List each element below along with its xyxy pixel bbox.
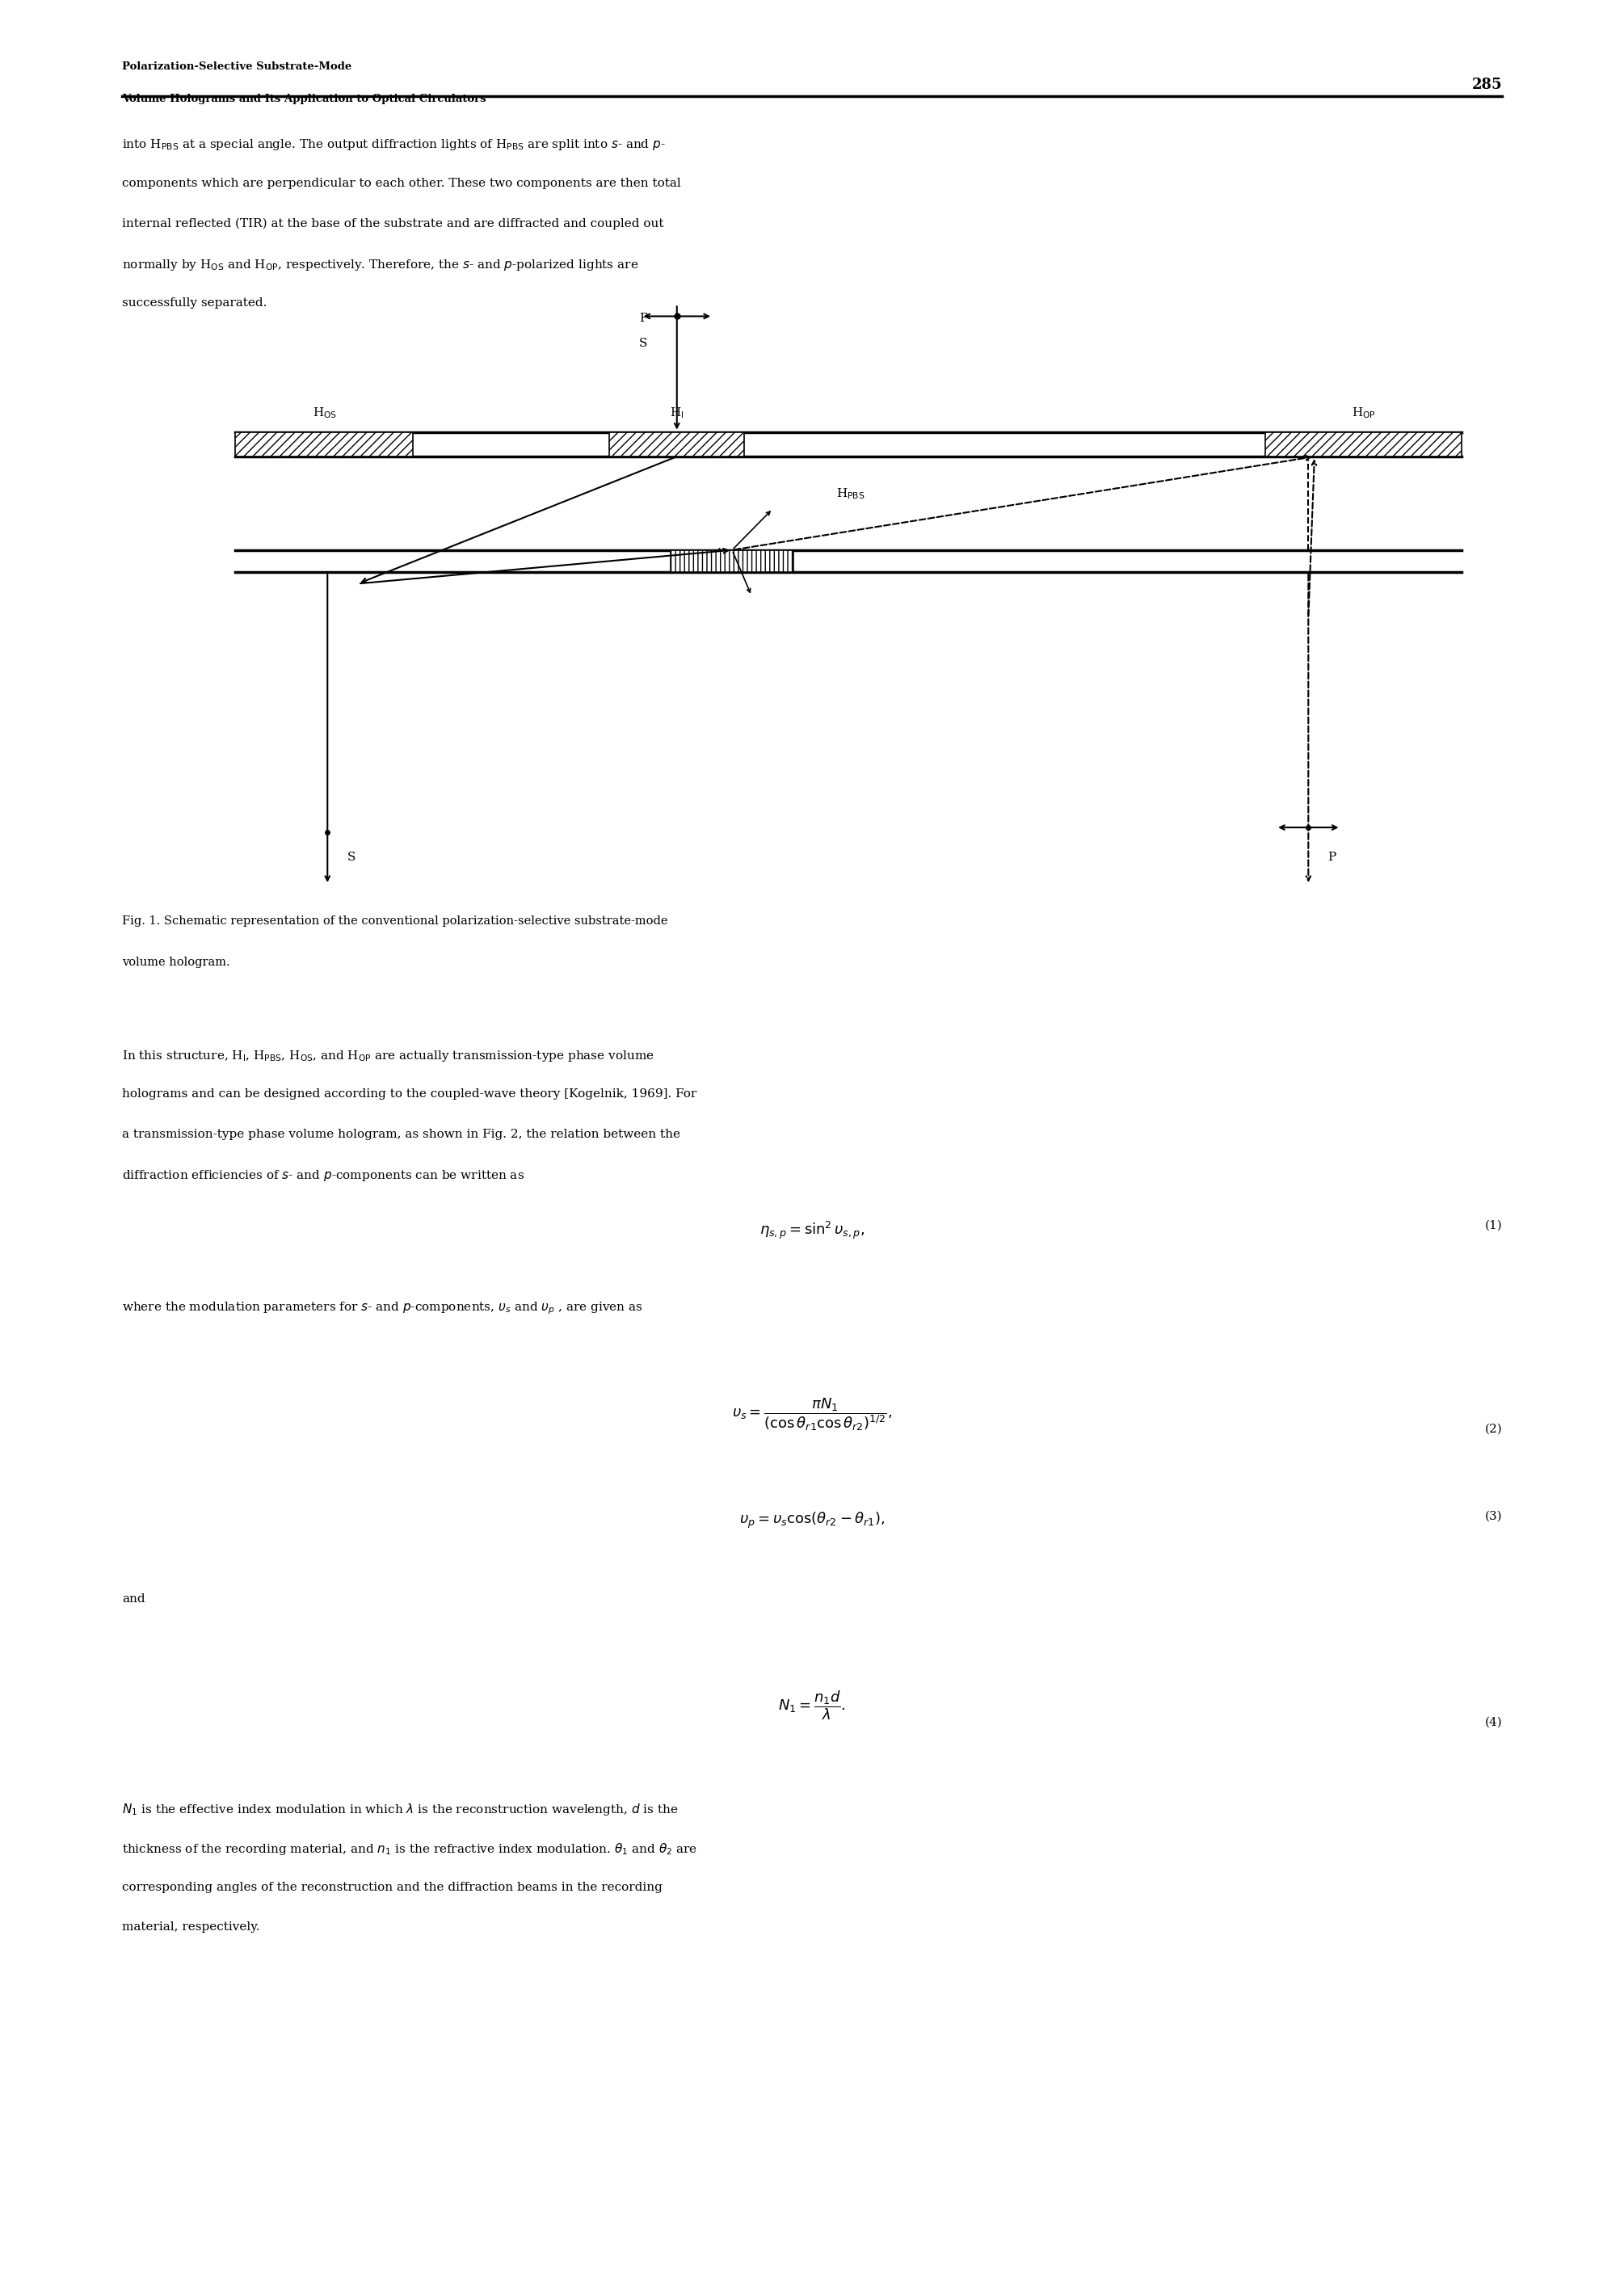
- Text: where the modulation parameters for $s$- and $p$-components, $\upsilon_s$ and $\: where the modulation parameters for $s$-…: [122, 1300, 643, 1316]
- Text: H$_{\mathrm{OS}}$: H$_{\mathrm{OS}}$: [313, 405, 338, 421]
- Text: corresponding angles of the reconstruction and the diffraction beams in the reco: corresponding angles of the reconstructi…: [122, 1882, 663, 1893]
- Text: P: P: [1328, 852, 1337, 863]
- Text: $\upsilon_p = \upsilon_s \cos(\theta_{r2} - \theta_{r1}),$: $\upsilon_p = \upsilon_s \cos(\theta_{r2…: [739, 1511, 885, 1531]
- Text: holograms and can be designed according to the coupled-wave theory [Kogelnik, 19: holograms and can be designed according …: [122, 1087, 697, 1099]
- Text: $N_1$ is the effective index modulation in which $\lambda$ is the reconstruction: $N_1$ is the effective index modulation …: [122, 1801, 679, 1817]
- Bar: [671, 549, 794, 572]
- Text: S: S: [640, 339, 648, 348]
- Text: Volume Holograms and Its Application to Optical Circulators: Volume Holograms and Its Application to …: [122, 94, 486, 105]
- Text: In this structure, H$_\mathrm{I}$, H$_{\mathrm{PBS}}$, H$_{\mathrm{OS}}$, and H$: In this structure, H$_\mathrm{I}$, H$_{\…: [122, 1048, 654, 1062]
- Text: $\upsilon_s = \dfrac{\pi N_1}{(\cos\theta_{r1}\cos\theta_{r2})^{1/2}},$: $\upsilon_s = \dfrac{\pi N_1}{(\cos\thet…: [732, 1396, 892, 1433]
- Text: $N_1 = \dfrac{n_1 d}{\lambda}.$: $N_1 = \dfrac{n_1 d}{\lambda}.$: [778, 1689, 846, 1721]
- Text: and: and: [122, 1593, 145, 1605]
- Text: diffraction efficiencies of $s$- and $p$-components can be written as: diffraction efficiencies of $s$- and $p$…: [122, 1167, 525, 1183]
- Text: thickness of the recording material, and $n_1$ is the refractive index modulatio: thickness of the recording material, and…: [122, 1840, 697, 1856]
- Text: volume hologram.: volume hologram.: [122, 957, 229, 968]
- Text: normally by H$_{\mathrm{OS}}$ and H$_{\mathrm{OP}}$, respectively. Therefore, th: normally by H$_{\mathrm{OS}}$ and H$_{\m…: [122, 259, 638, 272]
- Text: 285: 285: [1471, 78, 1502, 92]
- Text: (3): (3): [1484, 1511, 1502, 1522]
- Text: (1): (1): [1484, 1220, 1502, 1231]
- Text: components which are perpendicular to each other. These two components are then : components which are perpendicular to ea…: [122, 179, 680, 188]
- Text: internal reflected (TIR) at the base of the substrate and are diffracted and cou: internal reflected (TIR) at the base of …: [122, 217, 664, 229]
- Text: H$_{\mathrm{OP}}$: H$_{\mathrm{OP}}$: [1351, 405, 1376, 421]
- Text: S: S: [348, 852, 356, 863]
- Text: Fig. 1. Schematic representation of the conventional polarization-selective subs: Fig. 1. Schematic representation of the …: [122, 916, 667, 927]
- Text: (4): (4): [1484, 1717, 1502, 1728]
- Text: into H$_{\mathrm{PBS}}$ at a special angle. The output diffraction lights of H$_: into H$_{\mathrm{PBS}}$ at a special ang…: [122, 137, 666, 151]
- Text: H$_{\mathrm{I}}$: H$_{\mathrm{I}}$: [669, 405, 684, 421]
- Text: (2): (2): [1484, 1424, 1502, 1435]
- Bar: [235, 433, 412, 456]
- Text: Polarization-Selective Substrate-Mode: Polarization-Selective Substrate-Mode: [122, 62, 351, 73]
- Bar: [609, 433, 744, 456]
- Text: $\eta_{s,p} = \sin^2 \upsilon_{s,p},$: $\eta_{s,p} = \sin^2 \upsilon_{s,p},$: [760, 1220, 864, 1241]
- Bar: [1265, 433, 1462, 456]
- Text: H$_{\mathrm{PBS}}$: H$_{\mathrm{PBS}}$: [836, 485, 866, 501]
- Text: P: P: [640, 314, 648, 325]
- Text: material, respectively.: material, respectively.: [122, 1923, 260, 1932]
- Text: a transmission-type phase volume hologram, as shown in Fig. 2, the relation betw: a transmission-type phase volume hologra…: [122, 1128, 680, 1140]
- Text: successfully separated.: successfully separated.: [122, 298, 266, 309]
